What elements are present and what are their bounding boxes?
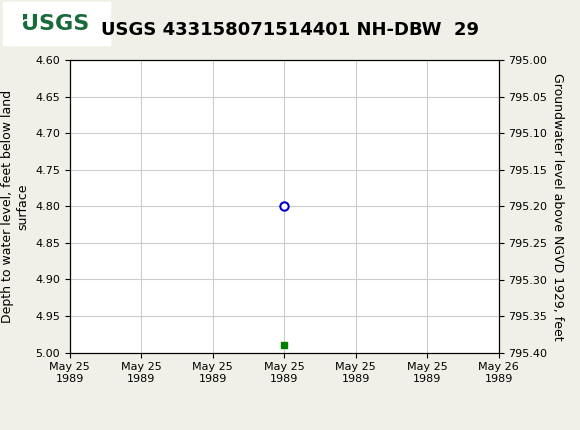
Bar — [3, 3, 110, 45]
FancyBboxPatch shape — [6, 3, 110, 45]
Text: USGS: USGS — [21, 14, 89, 34]
Y-axis label: Depth to water level, feet below land
surface: Depth to water level, feet below land su… — [1, 90, 30, 323]
Y-axis label: Groundwater level above NGVD 1929, feet: Groundwater level above NGVD 1929, feet — [551, 73, 564, 340]
Text: USGS 433158071514401 NH-DBW  29: USGS 433158071514401 NH-DBW 29 — [101, 21, 479, 39]
